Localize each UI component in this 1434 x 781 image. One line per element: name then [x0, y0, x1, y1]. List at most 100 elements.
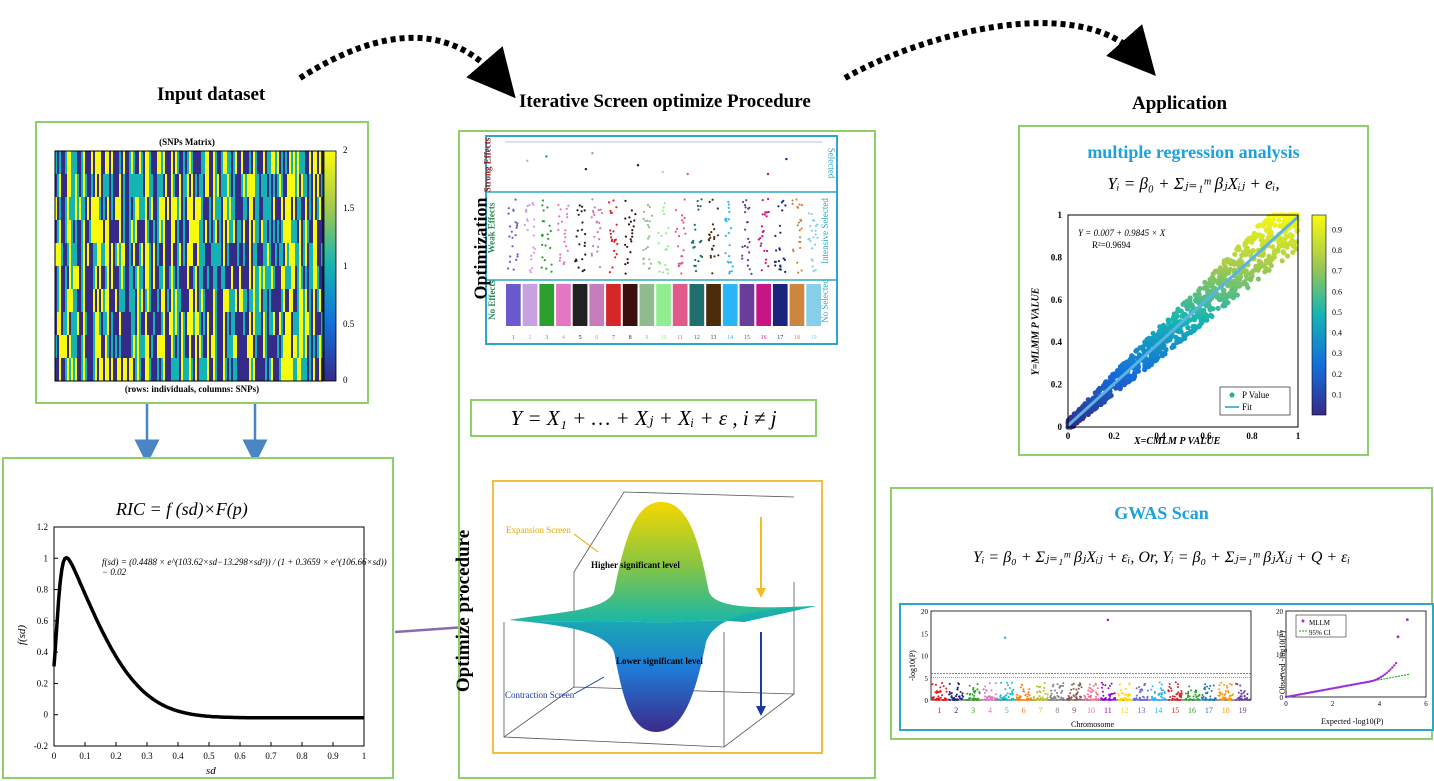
- manhattan-point: [1133, 697, 1136, 700]
- strong-effect-point: [661, 170, 664, 174]
- weak-effect-point: [546, 206, 549, 209]
- matrix-cell: [319, 174, 322, 198]
- qq-point: [1365, 681, 1368, 684]
- matrix-cell: [113, 335, 116, 359]
- snp-matrix-panel: (SNPs Matrix) (rows: individuals, column…: [35, 121, 369, 404]
- matrix-column: [239, 151, 242, 382]
- pvalue-point: [1256, 262, 1262, 268]
- manhattan-point: [1000, 681, 1003, 684]
- matrix-cell: [293, 151, 296, 175]
- matrix-cell: [235, 197, 238, 221]
- matrix-cell: [135, 174, 138, 198]
- pvalue-point: [1281, 221, 1288, 227]
- manhattan-point: [1011, 681, 1013, 684]
- matrix-cell: [111, 312, 114, 336]
- manhattan-point: [1128, 682, 1131, 685]
- weak-effect-point: [578, 204, 581, 207]
- matrix-column: [301, 151, 304, 382]
- matrix-cell: [221, 358, 224, 382]
- matrix-cell: [231, 174, 234, 198]
- pvalue-point: [1135, 368, 1141, 374]
- matrix-cell: [271, 220, 274, 244]
- manhattan-point: [956, 686, 959, 689]
- matrix-cell: [189, 243, 192, 267]
- matrix-cell: [61, 358, 64, 382]
- weak-effect-point: [646, 204, 650, 207]
- matrix-column: [143, 151, 146, 382]
- manhattan-point: [1160, 683, 1163, 686]
- matrix-cell: [101, 358, 104, 382]
- matrix-cell: [125, 289, 128, 313]
- matrix-column: [127, 151, 130, 382]
- qq-point: [1393, 664, 1396, 667]
- manhattan-point: [1051, 685, 1054, 688]
- manhattan-point: [1203, 687, 1206, 690]
- matrix-column: [159, 151, 162, 382]
- manhattan-point: [1209, 698, 1212, 701]
- manhattan-point: [1112, 692, 1114, 695]
- matrix-cell: [213, 220, 216, 244]
- manhattan-point: [1062, 682, 1065, 685]
- matrix-cell: [121, 197, 124, 221]
- matrix-cell: [299, 312, 302, 336]
- matrix-cell: [235, 151, 238, 175]
- matrix-cell: [255, 289, 258, 313]
- mra-colorbar: [1311, 214, 1327, 416]
- matrix-cell: [61, 197, 64, 221]
- matrix-cell: [113, 358, 116, 382]
- weak-effect-point: [696, 204, 699, 207]
- weak-effect-point: [742, 200, 745, 204]
- manhattan-point: [1049, 696, 1052, 699]
- strong-effect-point: [785, 157, 788, 161]
- matrix-cell: [135, 243, 138, 267]
- gwas-equation: Yᵢ = β₀ + Σⱼ₌₁ᵐ βⱼXᵢⱼ + εᵢ, Or, Yᵢ = β₀ …: [972, 549, 1350, 566]
- matrix-cell: [193, 197, 196, 221]
- weak-effect-point: [713, 236, 716, 239]
- chromosome-label: 18: [794, 335, 800, 341]
- weak-effect-point: [597, 209, 600, 212]
- mra-cbar-label: 0.8: [1332, 246, 1342, 255]
- manhattan-peak: [1106, 618, 1110, 622]
- weak-effect-point: [583, 241, 586, 244]
- matrix-cell: [165, 174, 168, 198]
- matrix-cell: [197, 197, 200, 221]
- matrix-column: [65, 151, 68, 382]
- ric-ytick-label: 0.8: [37, 585, 49, 595]
- weak-effect-point: [778, 224, 782, 227]
- pvalue-point: [1261, 223, 1267, 229]
- matrix-cell: [207, 197, 210, 221]
- matrix-cell: [95, 151, 98, 175]
- manhattan-point: [1198, 693, 1201, 696]
- qq-point: [1333, 686, 1336, 690]
- matrix-cell: [215, 358, 218, 382]
- matrix-column: [305, 151, 308, 382]
- matrix-cell: [289, 151, 292, 175]
- pvalue-point: [1127, 357, 1133, 363]
- weak-effect-point: [694, 228, 697, 231]
- matrix-column: [131, 151, 134, 382]
- matrix-column: [59, 151, 62, 382]
- weak-effect-point: [774, 234, 777, 237]
- matrix-cell: [189, 151, 192, 175]
- manhattan-point: [1227, 698, 1230, 701]
- matrix-cell: [87, 151, 90, 175]
- weak-effect-point: [767, 265, 770, 268]
- pvalue-point: [1179, 313, 1185, 319]
- matrix-cell: [239, 197, 242, 221]
- matrix-column: [317, 151, 320, 382]
- pvalue-point: [1288, 232, 1294, 238]
- weak-effect-point: [777, 260, 781, 263]
- matrix-cell: [151, 151, 154, 175]
- matrix-cell: [155, 174, 158, 198]
- colorbar-tick: 2: [343, 145, 348, 155]
- matrix-cell: [191, 289, 194, 313]
- matrix-cell: [215, 174, 218, 198]
- matrix-cell: [97, 289, 100, 313]
- matrix-cell: [203, 335, 206, 359]
- matrix-cell: [71, 197, 74, 221]
- qq-point: [1286, 695, 1290, 698]
- matrix-cell: [215, 151, 218, 175]
- matrix-cell: [135, 289, 138, 313]
- manhattan-point: [1095, 692, 1098, 695]
- matrix-cell: [321, 335, 324, 359]
